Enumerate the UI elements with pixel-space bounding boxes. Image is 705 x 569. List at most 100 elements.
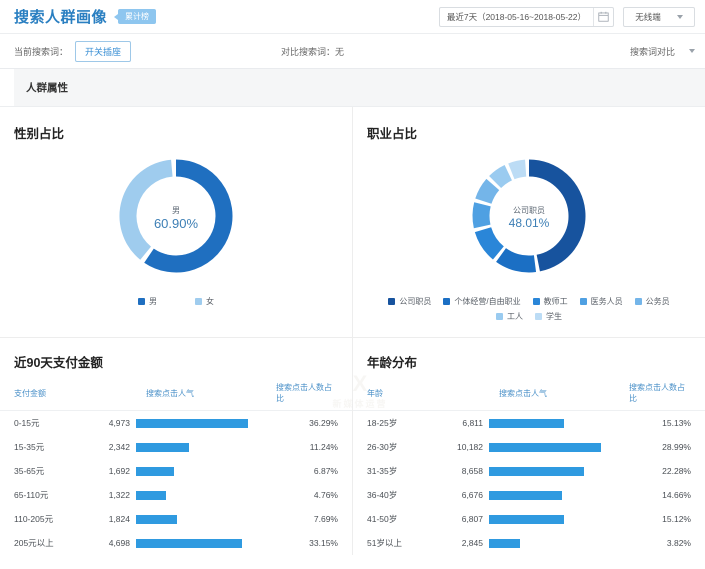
date-range-value: 最近7天（2018-05-16~2018-05-22） bbox=[446, 11, 586, 22]
row-label: 26-30岁 bbox=[367, 442, 398, 452]
row-percent: 33.15% bbox=[309, 538, 338, 548]
row-bar-cell: 2,845 bbox=[445, 531, 629, 555]
row-bar-cell: 4,698 bbox=[92, 531, 276, 555]
current-keyword-chip[interactable]: 开关插座 bbox=[75, 40, 132, 62]
table-row: 18-25岁 6,811 15.13% bbox=[353, 411, 705, 436]
row-bar bbox=[136, 490, 166, 500]
legend-label: 学生 bbox=[546, 312, 562, 321]
legend-item[interactable]: 工人 bbox=[496, 311, 523, 322]
donut-segment bbox=[472, 201, 491, 228]
row-bar-cell: 1,824 bbox=[92, 507, 276, 531]
row-value: 6,807 bbox=[461, 514, 483, 524]
table-row: 205元以上 4,698 33.15% bbox=[0, 531, 352, 555]
row-bar bbox=[136, 418, 248, 428]
row-label: 205元以上 bbox=[14, 538, 54, 548]
legend-item[interactable]: 公司职员 bbox=[388, 296, 431, 307]
row-bar bbox=[489, 490, 563, 500]
compare-action-label: 搜索词对比 bbox=[629, 46, 675, 57]
row-value: 2,342 bbox=[108, 442, 130, 452]
chevron-down-icon bbox=[676, 14, 683, 19]
top-bar-controls: 最近7天（2018-05-16~2018-05-22） 无线端 bbox=[438, 6, 695, 27]
tab-strip: 人群属性 bbox=[0, 69, 705, 107]
donut-charts-section: 性别占比 男 60.90% 男女 职业占比 公司职员 bbox=[0, 107, 705, 409]
payment-table-panel: 近90天支付金额 支付金额 搜索点击人气 搜索点击人数占比 0-15元 4,973… bbox=[0, 338, 352, 555]
tab-audience-attributes[interactable]: 人群属性 bbox=[26, 82, 68, 94]
row-bar-cell: 2,342 bbox=[92, 435, 276, 459]
row-value: 1,692 bbox=[108, 466, 130, 476]
legend-item[interactable]: 教师工 bbox=[532, 296, 568, 307]
compare-control[interactable]: 搜索词对比 bbox=[630, 45, 695, 58]
table-row: 26-30岁 10,182 28.99% bbox=[353, 435, 705, 459]
gender-legend: 男女 bbox=[0, 296, 352, 307]
legend-label: 医务人员 bbox=[590, 297, 623, 306]
row-percent: 15.13% bbox=[662, 418, 691, 428]
row-label: 65-110元 bbox=[14, 490, 49, 500]
row-label: 0-15元 bbox=[14, 418, 40, 428]
legend-label: 教师工 bbox=[543, 297, 568, 306]
occupation-chart-panel: 职业占比 公司职员 48.01% 公司职员 个体经营/自由职业 教师工 医务人员 公务员… bbox=[352, 107, 705, 337]
age-table-panel: 年龄分布 年龄 搜索点击人气 搜索点击人数占比 18-25岁 6,811 15.13… bbox=[352, 338, 705, 555]
donut-segment bbox=[528, 159, 586, 271]
legend-item[interactable]: 学生 bbox=[535, 311, 562, 322]
legend-item[interactable]: 男 bbox=[138, 296, 157, 307]
col-click-share: 搜索点击人数占比 bbox=[276, 382, 352, 411]
table-row: 31-35岁 8,658 22.28% bbox=[353, 459, 705, 483]
row-bar-cell: 1,322 bbox=[92, 483, 276, 507]
calendar-icon[interactable] bbox=[593, 7, 613, 26]
row-bar-cell: 4,973 bbox=[92, 411, 276, 436]
row-percent: 3.82% bbox=[666, 538, 691, 548]
legend-item[interactable]: 个体经营/自由职业 bbox=[443, 296, 521, 307]
filter-bar: 当前搜索词： 开关插座 对比搜索词：无 搜索词对比 bbox=[0, 34, 705, 69]
legend-item[interactable]: 医务人员 bbox=[579, 296, 623, 307]
occupation-donut-wrap: 公司职员 48.01% bbox=[353, 148, 705, 288]
table-row: 36-40岁 6,676 14.66% bbox=[353, 483, 705, 507]
tab-strip-spacer bbox=[0, 69, 14, 106]
row-label: 110-205元 bbox=[14, 514, 54, 524]
legend-swatch-icon bbox=[443, 298, 451, 305]
row-bar bbox=[489, 514, 564, 524]
donut-segment bbox=[475, 178, 500, 204]
row-value: 2,845 bbox=[461, 538, 483, 548]
legend-item[interactable]: 公务员 bbox=[634, 296, 670, 307]
gender-donut-chart: 男 60.90% bbox=[112, 152, 240, 285]
device-select[interactable]: 无线端 bbox=[623, 6, 695, 27]
donut-segment bbox=[496, 247, 537, 272]
col-click-popularity: 搜索点击人气 bbox=[92, 382, 276, 411]
occupation-donut-chart: 公司职员 48.01% bbox=[465, 152, 593, 285]
top-bar: 搜索人群画像 累计榜 最近7天（2018-05-16~2018-05-22） 无… bbox=[0, 0, 705, 34]
payment-table-title: 近90天支付金额 bbox=[14, 356, 103, 370]
row-value: 1,824 bbox=[108, 514, 130, 524]
row-percent: 28.99% bbox=[662, 442, 691, 452]
device-select-value: 无线端 bbox=[635, 11, 661, 22]
row-value: 6,676 bbox=[461, 490, 483, 500]
table-row: 51岁以上 2,845 3.82% bbox=[353, 531, 705, 555]
row-bar-cell: 10,182 bbox=[445, 435, 629, 459]
legend-label: 公司职员 bbox=[399, 297, 432, 306]
row-percent: 7.69% bbox=[313, 514, 338, 524]
occupation-chart-title: 职业占比 bbox=[367, 127, 418, 141]
row-label: 41-50岁 bbox=[367, 514, 398, 524]
gender-chart-panel: 性别占比 男 60.90% 男女 bbox=[0, 107, 352, 337]
page-title: 搜索人群画像 bbox=[14, 9, 108, 26]
age-table: 年龄 搜索点击人气 搜索点击人数占比 18-25岁 6,811 15.13% 26-3… bbox=[353, 382, 705, 555]
compare-keyword-label: 对比搜索词：无 bbox=[281, 46, 345, 57]
row-label: 51岁以上 bbox=[367, 538, 402, 548]
donut-segment bbox=[474, 226, 505, 260]
legend-swatch-icon bbox=[496, 313, 503, 320]
legend-item[interactable]: 女 bbox=[195, 296, 214, 307]
row-bar-cell: 8,658 bbox=[445, 459, 629, 483]
payment-table: 支付金额 搜索点击人气 搜索点击人数占比 0-15元 4,973 36.29% 15-… bbox=[0, 382, 352, 555]
row-bar bbox=[136, 538, 242, 548]
row-bar bbox=[489, 418, 564, 428]
row-bar bbox=[136, 466, 175, 476]
date-range-picker[interactable]: 最近7天（2018-05-16~2018-05-22） bbox=[438, 6, 614, 27]
col-click-share: 搜索点击人数占比 bbox=[629, 382, 705, 411]
row-bar bbox=[136, 514, 178, 524]
table-row: 65-110元 1,322 4.76% bbox=[0, 483, 352, 507]
donut-segment bbox=[489, 164, 513, 188]
distribution-tables-section: 近90天支付金额 支付金额 搜索点击人气 搜索点击人数占比 0-15元 4,973… bbox=[0, 338, 705, 555]
row-bar bbox=[489, 466, 585, 476]
table-row: 35-65元 1,692 6.87% bbox=[0, 459, 352, 483]
row-percent: 14.66% bbox=[662, 490, 691, 500]
